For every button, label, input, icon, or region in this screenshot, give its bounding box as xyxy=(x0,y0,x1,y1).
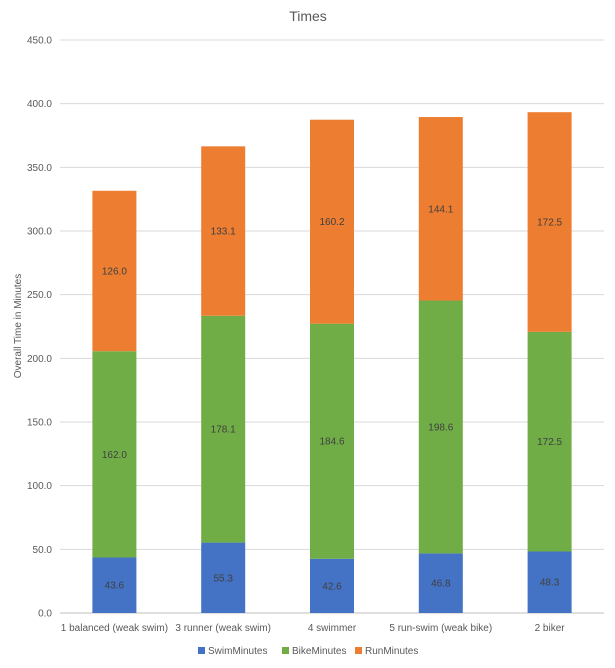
legend-label: BikeMinutes xyxy=(292,646,346,657)
data-label: 133.1 xyxy=(211,227,236,238)
y-axis-ticks: 0.0 50.0 100.0 150.0 200.0 250.0 300.0 350.0 400… xyxy=(27,36,52,620)
data-labels: 43.6 162.0 126.0 55.3 178.1 133.1 42.6 184.6 160… xyxy=(102,204,563,592)
data-label: 144.1 xyxy=(428,204,453,215)
bar-segment-bikeminutes xyxy=(92,351,137,558)
bar-segment-bikeminutes xyxy=(310,323,354,559)
bars xyxy=(92,112,572,613)
data-label: 46.8 xyxy=(431,579,451,590)
bar-segment-bikeminutes xyxy=(418,300,463,554)
data-label: 198.6 xyxy=(428,422,453,433)
y-axis-title: Overall Time in Minutes xyxy=(13,274,24,378)
y-tick-label: 50.0 xyxy=(33,545,53,556)
y-tick-label: 200.0 xyxy=(27,354,52,365)
bar-segment-bikeminutes xyxy=(527,331,572,552)
bar-segment-swimminutes xyxy=(201,542,246,613)
legend: SwimMinutes BikeMinutes RunMinutes xyxy=(198,646,418,657)
data-label: 43.6 xyxy=(105,581,125,592)
bar-segment-runminutes xyxy=(310,119,354,324)
bar-segment-runminutes xyxy=(418,117,463,301)
bar-segment-runminutes xyxy=(92,190,137,352)
data-label: 172.5 xyxy=(537,437,562,448)
bar-segment-swimminutes xyxy=(418,553,463,613)
chart-title: Times xyxy=(289,8,327,24)
x-tick-label: 3 runner (weak swim) xyxy=(175,623,271,634)
legend-swatch-swimminutes xyxy=(198,647,205,654)
bar-segment-runminutes xyxy=(527,112,572,332)
data-label: 48.3 xyxy=(540,578,560,589)
legend-swatch-bikeminutes xyxy=(282,647,289,654)
bar-segment-swimminutes xyxy=(310,558,354,613)
bar-segment-swimminutes xyxy=(527,551,572,613)
x-tick-label: 2 biker xyxy=(535,623,566,634)
y-tick-label: 450.0 xyxy=(27,36,52,47)
legend-label: RunMinutes xyxy=(365,646,418,657)
data-label: 162.0 xyxy=(102,450,127,461)
x-tick-label: 1 balanced (weak swim) xyxy=(61,623,168,634)
data-label: 172.5 xyxy=(537,218,562,229)
bar-segment-runminutes xyxy=(201,146,246,316)
data-label: 126.0 xyxy=(102,266,127,277)
data-label: 160.2 xyxy=(319,217,344,228)
x-tick-label: 5 run-swim (weak bike) xyxy=(389,623,492,634)
data-label: 178.1 xyxy=(211,425,236,436)
y-tick-label: 250.0 xyxy=(27,290,52,301)
y-tick-label: 300.0 xyxy=(27,227,52,238)
x-axis-ticks: 1 balanced (weak swim) 3 runner (weak swi… xyxy=(61,623,566,634)
y-tick-label: 0.0 xyxy=(38,609,52,620)
bar-segment-bikeminutes xyxy=(201,315,246,543)
x-tick-label: 4 swimmer xyxy=(308,623,357,634)
y-tick-label: 350.0 xyxy=(27,163,52,174)
y-tick-label: 150.0 xyxy=(27,418,52,429)
data-label: 55.3 xyxy=(213,573,233,584)
y-tick-label: 400.0 xyxy=(27,99,52,110)
legend-label: SwimMinutes xyxy=(208,646,267,657)
data-label: 42.6 xyxy=(322,581,342,592)
legend-swatch-runminutes xyxy=(355,647,362,654)
bar-segment-swimminutes xyxy=(92,557,137,613)
data-label: 184.6 xyxy=(319,437,344,448)
y-tick-label: 100.0 xyxy=(27,481,52,492)
